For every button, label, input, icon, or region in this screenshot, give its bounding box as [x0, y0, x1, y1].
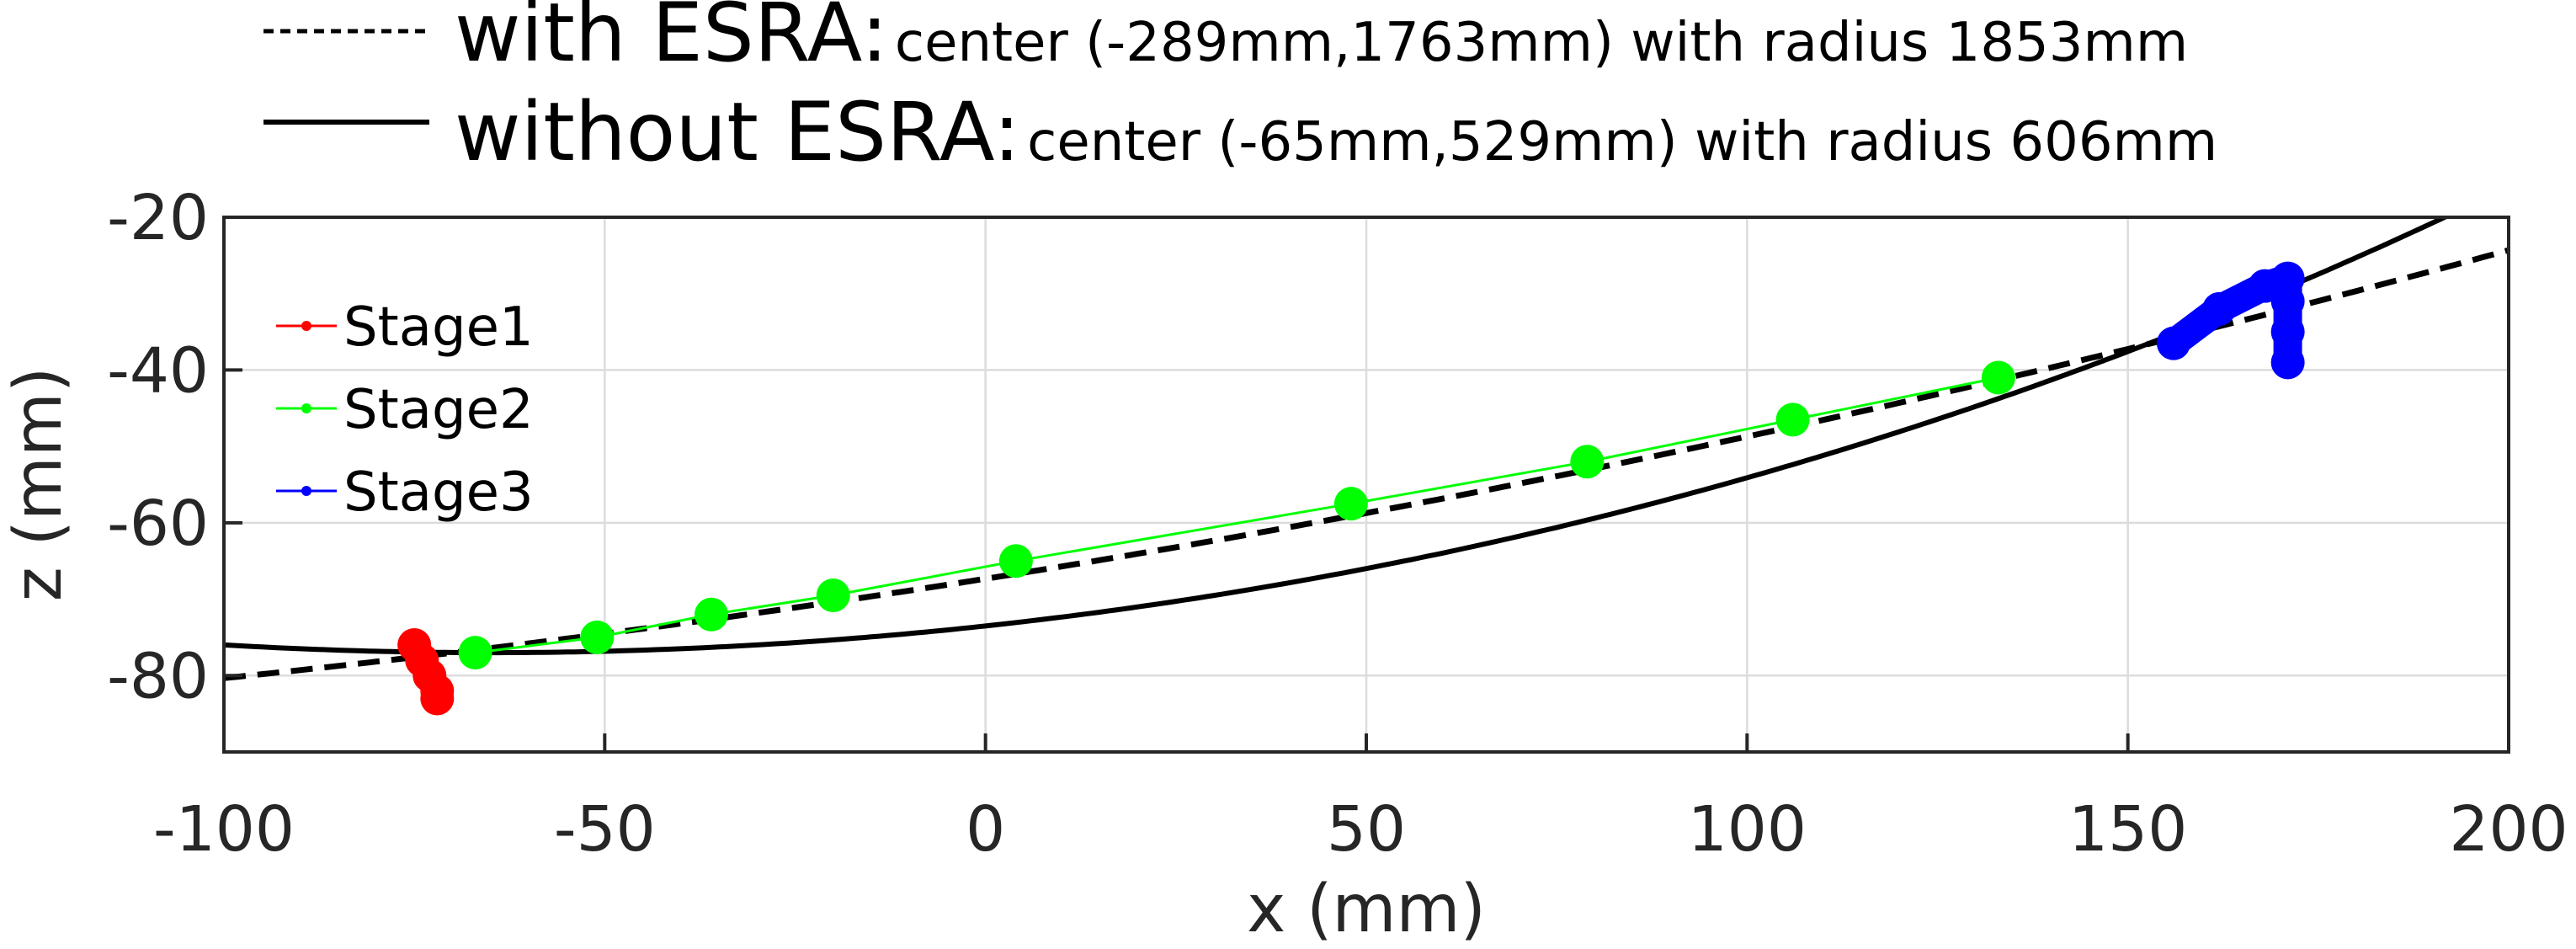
- legend-marker-stage1: [301, 321, 311, 331]
- data-point-stage3: [2270, 345, 2305, 380]
- x-tick-label: -100: [153, 793, 295, 866]
- data-point-stage3: [2270, 284, 2305, 318]
- data-point-stage2: [1333, 487, 1368, 521]
- plot-area: [222, 216, 2510, 754]
- grid: [224, 217, 2509, 752]
- legend-label-stage2: Stage2: [343, 379, 534, 441]
- fit-legend-detail-with-esra: center (-289mm,1763mm) with radius 1853m…: [895, 12, 2188, 74]
- legend-marker-stage2: [301, 403, 311, 413]
- y-axis-label: z (mm): [1, 367, 77, 602]
- fit-legend-title-without-esra: without ESRA:: [455, 85, 1020, 179]
- data-point-stage2: [998, 544, 1033, 578]
- x-tick-label: -50: [554, 793, 656, 866]
- data-point-stage3: [2156, 326, 2190, 360]
- y-tick-labels: -80 -60 -40 -20: [107, 182, 242, 712]
- data-point-stage2: [458, 636, 492, 670]
- data-point-stage2: [816, 578, 850, 613]
- x-tick-labels: -100 -50 0 50 100 150 200: [153, 733, 2568, 866]
- x-tick-label: 0: [966, 793, 1005, 866]
- x-tick-label: 100: [1688, 793, 1807, 866]
- data-point-stage3: [2202, 291, 2237, 326]
- data-point-stage2: [694, 597, 728, 632]
- y-tick-label: -60: [107, 488, 209, 560]
- fit-legend-label-with-esra: with ESRA: center (-289mm,1763mm) with ra…: [455, 0, 2188, 80]
- x-tick-label: 200: [2449, 793, 2568, 866]
- fit-legend-detail-without-esra: center (-65mm,529mm) with radius 606mm: [1027, 111, 2217, 173]
- fit-legend: with ESRA: center (-289mm,1763mm) with ra…: [263, 0, 2217, 179]
- fit-legend-label-without-esra: without ESRA: center (-65mm,529mm) with r…: [455, 85, 2217, 179]
- x-tick-label: 50: [1327, 793, 1406, 866]
- x-tick-label: 150: [2068, 793, 2187, 866]
- y-tick-label: -80: [107, 640, 209, 712]
- data-point-stage2: [1981, 360, 2015, 395]
- y-tick-label: -40: [107, 334, 209, 407]
- data-point-stage2: [1570, 445, 1605, 479]
- legend-label-stage3: Stage3: [343, 461, 534, 524]
- x-axis-label: x (mm): [1247, 872, 1486, 947]
- legend-label-stage1: Stage1: [343, 296, 534, 359]
- series-legend: Stage1 Stage2 Stage3: [276, 296, 534, 524]
- legend-marker-stage3: [301, 486, 311, 496]
- fit-legend-title-with-esra: with ESRA:: [455, 0, 888, 80]
- data-point-stage1: [420, 681, 455, 716]
- data-series: [397, 261, 2305, 716]
- data-point-stage2: [1775, 403, 1810, 437]
- data-point-stage2: [580, 620, 615, 654]
- y-tick-label: -20: [107, 182, 209, 254]
- data-point-stage3: [2270, 315, 2305, 349]
